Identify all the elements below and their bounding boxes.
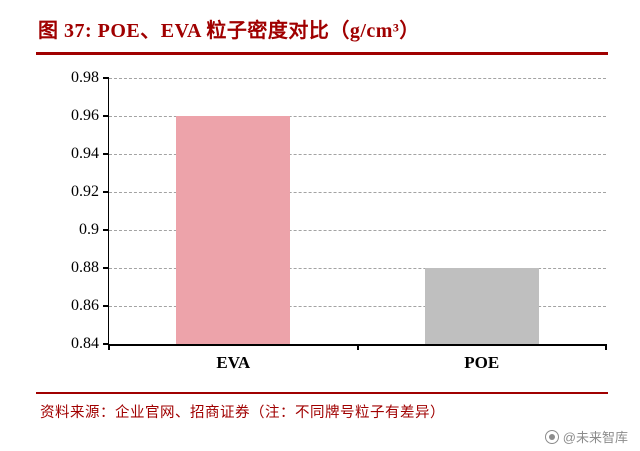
gridline-0.9: [109, 230, 606, 231]
watermark-text: @未来智库: [562, 430, 628, 445]
y-tick-label: 0.98: [71, 69, 99, 86]
y-tick-mark: [103, 267, 109, 269]
y-tick-mark: [103, 115, 109, 117]
y-tick-mark: [103, 305, 109, 307]
gridline-0.96: [109, 116, 606, 117]
y-tick-label: 0.84: [71, 335, 99, 352]
x-tick-mark: [605, 344, 607, 350]
figure-title: 图 37: POE、EVA 粒子密度对比（g/cm³）: [38, 20, 420, 42]
y-tick-mark: [103, 153, 109, 155]
y-tick-label: 0.96: [71, 107, 99, 124]
bar-eva: [176, 116, 291, 344]
gridline-0.98: [109, 78, 606, 79]
y-tick-label: 0.94: [71, 145, 99, 162]
y-tick-mark: [103, 343, 109, 345]
title-divider: [36, 52, 608, 55]
y-tick-label: 0.9: [79, 221, 99, 238]
watermark-logo-icon: [544, 429, 559, 444]
footer-divider: [36, 392, 608, 394]
bar-poe: [424, 268, 539, 344]
y-tick-mark: [103, 229, 109, 231]
x-tick-mark: [108, 344, 110, 350]
y-tick-mark: [103, 191, 109, 193]
y-tick-label: 0.86: [71, 297, 99, 314]
plot-area: 0.84 0.86 0.88 0.9 0.92 0.94 0.96 0.98 EVA POE: [71, 69, 607, 372]
y-tick-label: 0.92: [71, 183, 99, 200]
gridline-0.86: [109, 306, 606, 307]
x-tick-mark: [356, 344, 359, 350]
x-axis-label-poe: POE: [464, 353, 500, 372]
bar-chart: 0.84 0.86 0.88 0.9 0.92 0.94 0.96 0.98 EVA POE: [42, 64, 614, 386]
gridline-0.94: [109, 154, 606, 155]
gridline-0.88: [109, 268, 606, 269]
y-tick-mark: [103, 77, 109, 79]
x-axis-label-eva: EVA: [216, 353, 251, 372]
watermark: @未来智库: [544, 427, 628, 446]
y-tick-label: 0.88: [71, 259, 99, 276]
source-note: 资料来源：企业官网、招商证券（注：不同牌号粒子有差异）: [40, 405, 445, 421]
gridline-0.92: [109, 192, 606, 193]
